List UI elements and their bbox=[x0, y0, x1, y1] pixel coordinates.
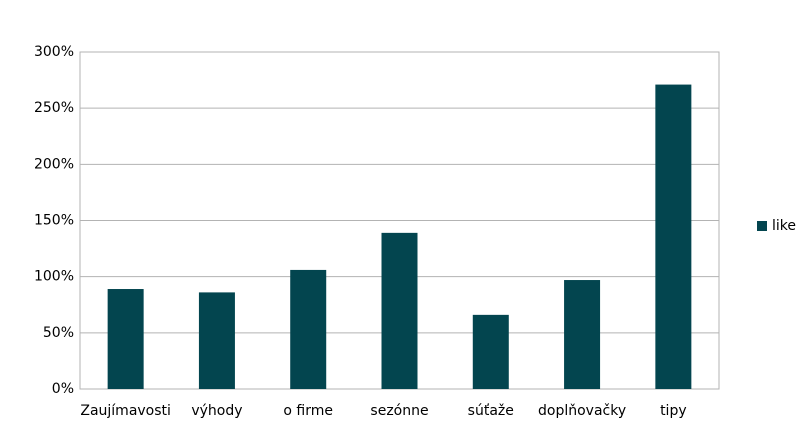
legend-label: like bbox=[772, 218, 796, 234]
x-tick-label: výhody bbox=[191, 403, 242, 419]
bar bbox=[107, 289, 144, 389]
bar bbox=[290, 269, 327, 389]
y-tick-label: 250% bbox=[34, 100, 74, 116]
x-tick-label: o firme bbox=[283, 403, 333, 419]
bar bbox=[198, 292, 235, 389]
x-tick-label: sezónne bbox=[370, 403, 428, 419]
bar bbox=[381, 232, 418, 389]
x-tick-label: tipy bbox=[660, 403, 687, 419]
legend-swatch bbox=[757, 221, 767, 231]
y-tick-label: 50% bbox=[43, 325, 74, 341]
y-tick-label: 300% bbox=[34, 44, 74, 60]
bar bbox=[472, 314, 509, 389]
bar bbox=[655, 84, 692, 390]
x-tick-label: Zaujímavosti bbox=[80, 403, 171, 419]
y-tick-label: 200% bbox=[34, 156, 74, 172]
bar bbox=[564, 280, 601, 389]
x-tick-label: súťaže bbox=[468, 403, 514, 419]
y-tick-label: 0% bbox=[52, 381, 74, 397]
y-tick-label: 150% bbox=[34, 213, 74, 229]
y-tick-label: 100% bbox=[34, 269, 74, 285]
x-tick-label: doplňovačky bbox=[538, 403, 626, 419]
